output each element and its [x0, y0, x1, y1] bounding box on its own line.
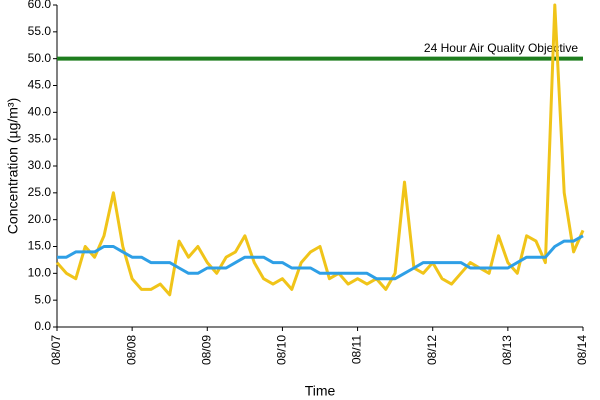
x-tick-label: 08/07	[49, 335, 63, 365]
x-tick-label: 08/10	[275, 335, 289, 365]
y-tick-label: 25.0	[28, 185, 52, 199]
y-tick-label: 10.0	[28, 266, 52, 280]
y-tick-label: 30.0	[28, 158, 52, 172]
series-line	[57, 234, 584, 281]
y-axis-title: Concentration (µg/m³)	[5, 98, 21, 234]
y-tick-label: 45.0	[28, 78, 52, 92]
x-tick-label: 08/12	[425, 335, 439, 365]
reference-label: 24 Hour Air Quality Objective	[424, 41, 578, 55]
series-line	[55, 3, 585, 297]
x-tick-label: 08/09	[199, 335, 213, 365]
x-tick-label: 08/14	[575, 335, 589, 365]
y-tick-label: 60.0	[28, 0, 52, 11]
x-tick-label: 08/13	[500, 335, 514, 365]
y-tick-label: 40.0	[28, 105, 52, 119]
y-tick-label: 55.0	[28, 24, 52, 38]
y-tick-label: 5.0	[34, 292, 51, 306]
x-tick-label: 08/08	[124, 335, 138, 365]
y-tick-label: 0.0	[34, 319, 51, 333]
y-tick-label: 15.0	[28, 239, 52, 253]
y-tick-label: 20.0	[28, 212, 52, 226]
x-tick-label: 08/11	[350, 335, 364, 364]
y-tick-label: 35.0	[28, 131, 52, 145]
y-tick-label: 50.0	[28, 51, 52, 65]
x-axis-title: Time	[305, 383, 336, 399]
